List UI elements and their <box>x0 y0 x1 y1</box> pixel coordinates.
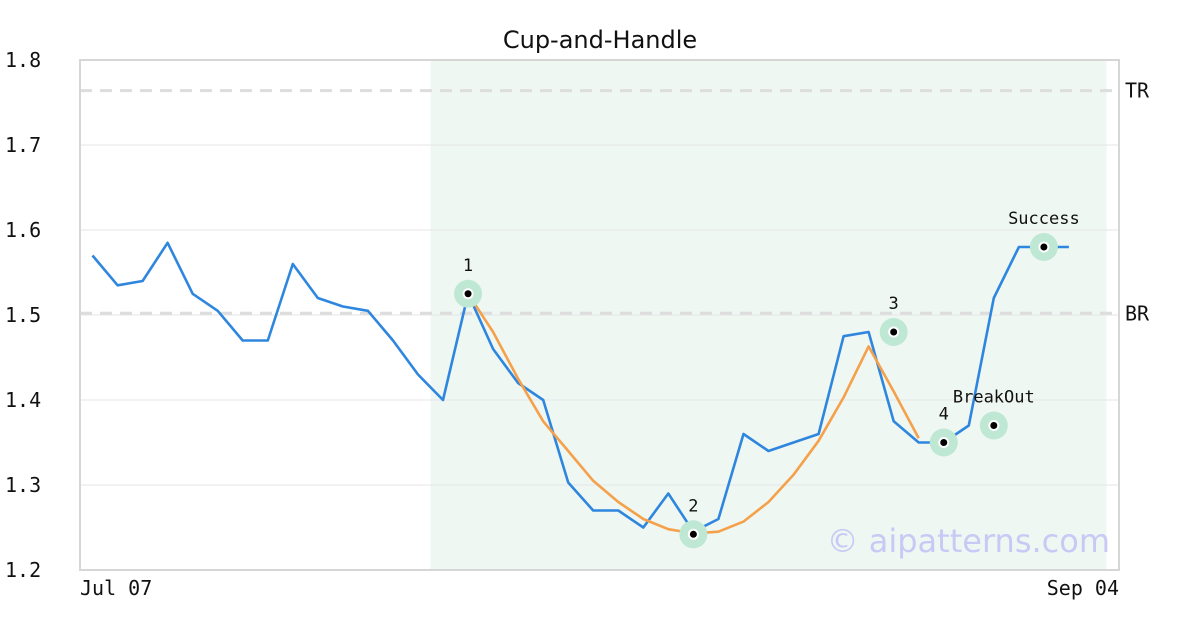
y-tick-label: 1.6 <box>5 218 41 242</box>
reference-line-label: TR <box>1125 79 1150 103</box>
point-dot <box>464 290 472 298</box>
y-tick-label: 1.3 <box>5 473 41 497</box>
y-tick-label: 1.7 <box>5 133 41 157</box>
point-label: 1 <box>463 256 473 276</box>
y-tick-label: 1.4 <box>5 388 41 412</box>
point-label: 4 <box>939 405 949 425</box>
reference-lines: TR BR <box>80 79 1150 325</box>
point-dot <box>940 439 948 446</box>
reference-line-label: BR <box>1125 301 1150 325</box>
point-dot <box>990 422 998 429</box>
watermark: © aipatterns.com <box>827 522 1110 560</box>
point-label: 3 <box>889 294 899 314</box>
x-tick-label: Sep 04 <box>1047 576 1119 600</box>
chart-title: Cup-and-Handle <box>503 26 697 54</box>
y-tick-label: 1.2 <box>5 558 41 582</box>
series-line <box>91 241 1069 533</box>
point-label: Success <box>1008 209 1080 229</box>
y-tick-label: 1.8 <box>5 48 41 72</box>
y-tick-label: 1.5 <box>5 303 41 327</box>
y-axis-ticks: 1.8 1.7 1.6 1.5 1.4 1.3 1.2 <box>5 48 41 582</box>
x-axis-ticks: Jul 07 Sep 04 <box>80 576 1119 600</box>
point-dot <box>689 530 697 538</box>
point-dot <box>1040 243 1048 251</box>
x-tick-label: Jul 07 <box>80 576 152 600</box>
point-dot <box>890 328 898 336</box>
point-label: 2 <box>688 496 698 516</box>
point-label: BreakOut <box>953 388 1035 408</box>
plot-frame <box>79 59 1120 571</box>
